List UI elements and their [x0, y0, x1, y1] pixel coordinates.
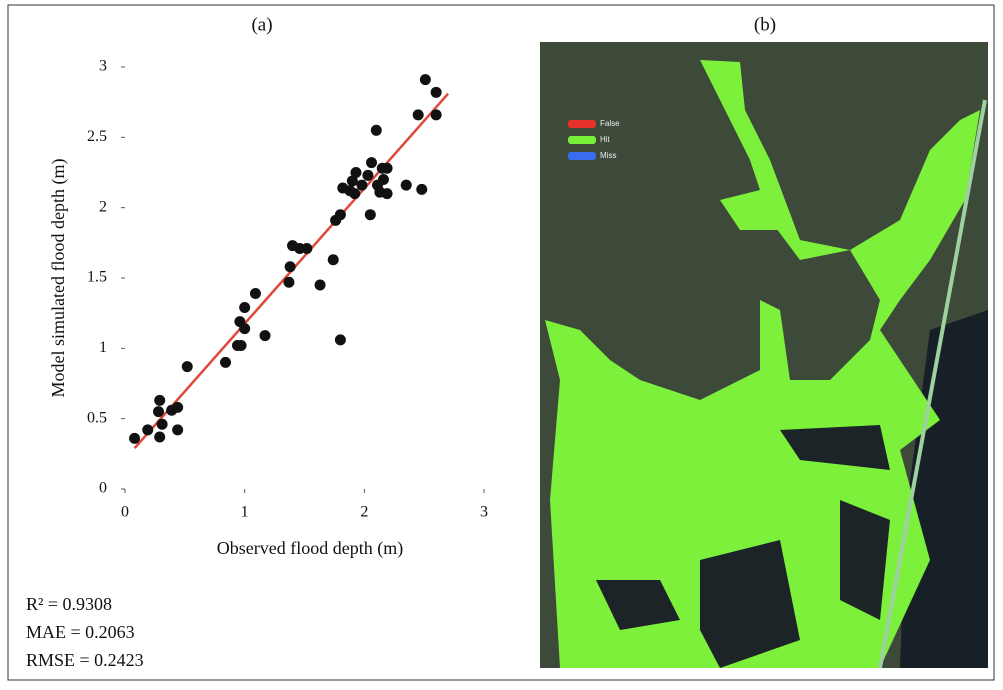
stat-annotation: RMSE = 0.2423 — [26, 650, 144, 670]
data-point — [349, 188, 361, 200]
y-tick-label: 0 — [99, 480, 107, 497]
data-point — [142, 424, 154, 436]
map-water — [596, 580, 680, 630]
data-point — [301, 242, 313, 254]
data-point — [283, 276, 295, 288]
y-tick-label: 0.5 — [87, 409, 107, 426]
y-tick-label: 1 — [99, 339, 107, 356]
map-coast — [878, 99, 987, 669]
data-point — [364, 209, 376, 221]
legend-label: Hit — [600, 135, 611, 144]
y-axis-label: Model simulated flood depth (m) — [48, 159, 69, 398]
data-point — [154, 431, 166, 443]
data-point — [334, 209, 346, 221]
y-tick-label: 2.5 — [87, 128, 107, 145]
legend-label: Miss — [600, 151, 616, 160]
data-point — [284, 261, 296, 273]
stat-annotation: R² = 0.9308 — [26, 594, 112, 614]
data-point — [314, 279, 326, 291]
stat-annotation: MAE = 0.2063 — [26, 622, 135, 642]
data-point — [350, 167, 362, 178]
map-flood — [720, 190, 780, 230]
legend-label: False — [600, 119, 620, 128]
data-point — [400, 179, 412, 191]
data-point — [381, 162, 393, 174]
data-point — [154, 394, 166, 406]
data-point — [346, 175, 358, 187]
x-tick-label: 2 — [360, 504, 368, 521]
y-tick-label: 2 — [99, 198, 107, 215]
data-point — [366, 157, 378, 169]
data-point — [430, 109, 442, 121]
data-point — [419, 74, 431, 86]
data-point — [239, 323, 251, 335]
chart-title: (b) — [754, 14, 776, 35]
map — [540, 42, 988, 669]
legend-swatch — [568, 136, 596, 144]
data-point — [334, 334, 346, 346]
data-point — [412, 109, 424, 121]
legend-swatch — [568, 120, 596, 128]
data-point — [377, 174, 389, 186]
y-tick-label: 3 — [99, 58, 107, 75]
data-point — [153, 406, 165, 418]
map-water — [700, 540, 800, 668]
x-tick-label: 0 — [121, 504, 129, 521]
x-tick-label: 1 — [241, 504, 249, 521]
data-point — [356, 179, 368, 191]
map-water — [780, 425, 890, 470]
data-point — [172, 401, 184, 413]
data-point — [430, 86, 442, 98]
data-point — [327, 254, 339, 266]
data-point — [181, 361, 193, 373]
data-point — [370, 124, 382, 136]
x-axis-label: Observed flood depth (m) — [217, 538, 403, 559]
data-point — [172, 424, 184, 436]
figure-border — [7, 4, 995, 681]
data-point — [249, 287, 261, 299]
data-point — [416, 183, 428, 195]
data-point — [156, 418, 168, 430]
y-tick-label: 1.5 — [87, 269, 107, 286]
data-point — [362, 169, 374, 181]
x-tick-label: 3 — [480, 504, 488, 521]
chart-title: (a) — [251, 14, 272, 35]
data-point — [381, 188, 393, 200]
data-point — [220, 356, 232, 368]
data-point — [259, 330, 271, 342]
map-water — [840, 500, 890, 620]
data-point — [129, 432, 141, 444]
data-point — [239, 302, 251, 314]
data-point — [235, 340, 247, 352]
legend-swatch — [568, 152, 596, 160]
